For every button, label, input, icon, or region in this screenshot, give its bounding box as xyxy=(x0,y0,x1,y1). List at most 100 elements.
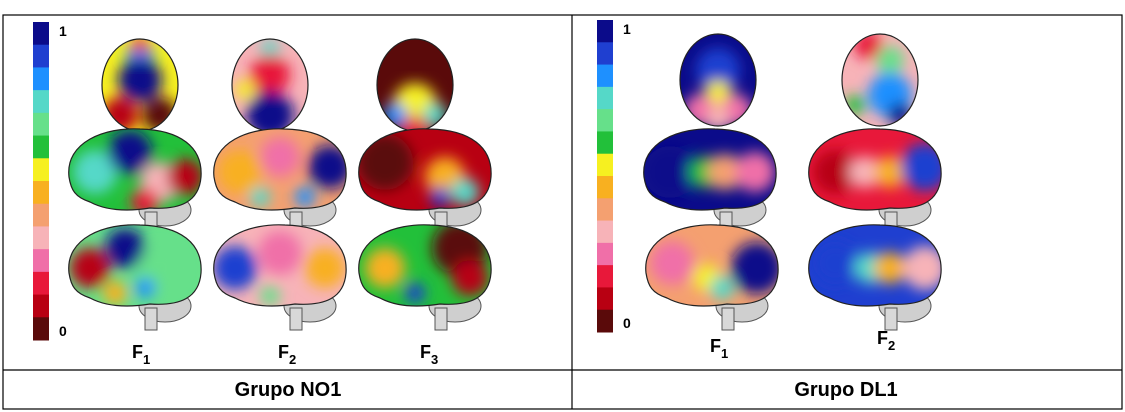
map-blobs xyxy=(650,241,779,300)
map-label-sub: 2 xyxy=(289,352,296,367)
map-blob xyxy=(260,40,280,60)
scale-min: 0 xyxy=(623,315,631,331)
map-label-letter: F xyxy=(420,342,431,362)
brain-outline xyxy=(808,128,942,211)
colorbar-swatch xyxy=(597,287,613,311)
colorbar-swatch xyxy=(33,294,49,318)
map-blob xyxy=(250,187,270,207)
colorbar-swatch xyxy=(597,42,613,66)
brain-outline xyxy=(808,224,942,307)
brainstem xyxy=(884,307,898,331)
colorbar-swatch xyxy=(33,112,49,137)
colorbar-swatch xyxy=(597,153,613,177)
map-blob xyxy=(235,80,255,100)
map-blob xyxy=(118,58,162,102)
map-blob xyxy=(849,156,881,188)
map-blob xyxy=(260,286,280,306)
map-blob xyxy=(706,108,730,126)
colorbar-swatch xyxy=(597,86,613,110)
scale-min: 0 xyxy=(59,323,67,339)
colorbar-swatch xyxy=(597,20,613,43)
map-blobs xyxy=(218,137,347,207)
colorbar-swatch xyxy=(597,309,613,333)
map-blobs xyxy=(644,146,775,198)
map-blob xyxy=(108,130,152,174)
map-label-sub: 3 xyxy=(431,352,438,367)
colorbar-swatch xyxy=(597,109,613,132)
map-blob xyxy=(874,156,906,188)
brain-map xyxy=(358,224,492,306)
map-blob xyxy=(258,231,302,275)
colorbar-swatch xyxy=(597,131,613,155)
map-blob xyxy=(358,134,413,190)
brain-outline xyxy=(68,128,202,211)
map-label-letter: F xyxy=(710,336,721,356)
map-label-letter: F xyxy=(877,328,888,348)
brainstem xyxy=(434,307,448,331)
colorbar-swatch xyxy=(33,22,49,46)
colorbar-swatch xyxy=(33,90,49,114)
map-blobs xyxy=(73,130,202,210)
brainstem xyxy=(289,307,303,331)
map-label-letter: F xyxy=(278,342,289,362)
colorbar-swatch xyxy=(33,44,49,68)
map-label: F1 xyxy=(132,342,150,367)
map-blob xyxy=(167,159,202,195)
map-blob xyxy=(813,241,857,285)
brain-outline xyxy=(643,128,777,211)
colorbar-swatch xyxy=(33,249,49,273)
map-blobs xyxy=(235,40,294,131)
map-blob xyxy=(876,46,904,74)
map-label-sub: 1 xyxy=(721,346,728,361)
brainstem xyxy=(144,307,158,331)
brain-map xyxy=(643,128,777,210)
map-label-sub: 2 xyxy=(888,338,895,353)
colorbar-swatch xyxy=(33,181,49,205)
map-blob xyxy=(142,97,178,131)
brain-outline xyxy=(841,33,919,127)
colorbar-swatch xyxy=(597,265,613,288)
brain-map xyxy=(213,224,347,306)
map-label: F1 xyxy=(710,336,728,361)
colorbar-swatch xyxy=(597,198,613,222)
map-label: F3 xyxy=(420,342,438,367)
map-blob xyxy=(213,246,257,290)
colorbar-swatch xyxy=(33,158,49,182)
map-label-sub: 1 xyxy=(143,352,150,367)
caption: Grupo NO1 xyxy=(235,379,342,401)
colorbar-swatch xyxy=(33,271,49,296)
brain-map xyxy=(645,224,779,306)
map-blob xyxy=(308,145,347,189)
map-label-letter: F xyxy=(132,342,143,362)
map-blob xyxy=(813,150,857,194)
map-blob xyxy=(103,281,127,305)
colorbar-swatch xyxy=(33,135,49,159)
brainstem xyxy=(721,307,735,331)
map-blobs xyxy=(213,231,345,306)
colorbar-swatch xyxy=(33,67,49,91)
brain-outline xyxy=(358,224,492,307)
map-blob xyxy=(901,143,942,191)
map-blob xyxy=(405,283,425,303)
table-border xyxy=(2,14,1123,410)
colorbar-swatch xyxy=(33,317,49,341)
colorbar-swatch xyxy=(597,242,613,266)
map-blob xyxy=(105,228,145,268)
map-blobs xyxy=(813,241,942,290)
scale-max: 1 xyxy=(59,23,67,39)
map-blob xyxy=(874,252,906,284)
map-blob xyxy=(305,248,345,288)
map-blob xyxy=(644,146,696,198)
caption: Grupo DL1 xyxy=(794,379,897,401)
map-label: F2 xyxy=(278,342,296,367)
brain-outline xyxy=(358,128,492,211)
brain-map xyxy=(808,128,942,210)
map-blob xyxy=(710,276,734,300)
brain-map xyxy=(232,39,308,131)
brain-map xyxy=(680,34,756,126)
map-blobs xyxy=(70,228,182,305)
colorbar-swatch xyxy=(597,64,613,88)
scale-max: 1 xyxy=(623,21,631,37)
